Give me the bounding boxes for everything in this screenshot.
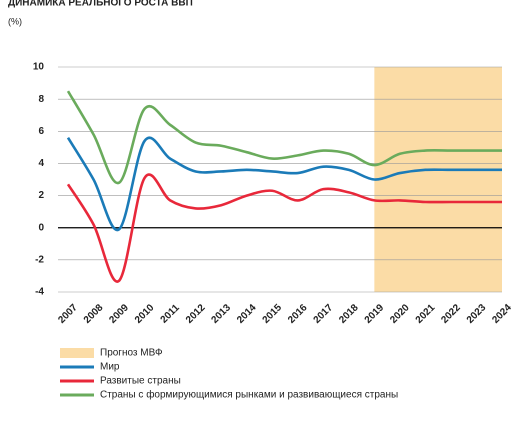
y-tick-label: -4 <box>35 287 44 298</box>
x-tick-label: 2011 <box>159 302 182 325</box>
x-tick-label: 2023 <box>465 302 489 326</box>
x-tick-label: 2008 <box>82 302 106 326</box>
x-tick-label: 2022 <box>439 302 463 326</box>
legend-label: Прогноз МВФ <box>100 348 163 359</box>
x-tick-label: 2018 <box>337 302 361 326</box>
x-tick-label: 2010 <box>133 302 157 326</box>
legend-swatch <box>60 348 94 358</box>
x-tick-label: 2019 <box>363 302 387 326</box>
x-tick-label: 2009 <box>107 302 131 326</box>
series-line <box>66 173 502 283</box>
y-tick-label: 6 <box>38 126 44 137</box>
x-tick-label: 2021 <box>414 302 438 326</box>
x-tick-label: 2012 <box>184 302 208 326</box>
y-axis-unit: (%) <box>8 16 22 26</box>
legend-label: Страны с формирующимися рынками и развив… <box>100 389 398 401</box>
y-tick-label: 8 <box>38 94 44 105</box>
x-tick-label: 2024 <box>490 302 512 326</box>
x-tick-label: 2013 <box>210 302 234 326</box>
legend-label: Развитые страны <box>100 376 181 387</box>
x-tick-label: 2014 <box>235 302 259 326</box>
y-tick-label: 4 <box>38 158 44 169</box>
legend: Прогноз МВФ Мир Развитые страны Страны с фо… <box>60 348 398 401</box>
x-tick-label: 2015 <box>261 302 285 326</box>
forecast-region <box>374 67 502 292</box>
legend-label: Мир <box>100 362 120 373</box>
x-tick-label: 2007 <box>56 302 80 326</box>
series-line <box>66 90 502 185</box>
x-tick-label: 2016 <box>286 302 310 326</box>
y-tick-label: 10 <box>33 62 45 73</box>
chart-title: ДИНАМИКА РЕАЛЬНОГО РОСТА ВВП <box>8 0 193 9</box>
series-line <box>66 136 502 232</box>
y-tick-label: 0 <box>38 222 44 233</box>
y-tick-label: 2 <box>38 190 44 201</box>
x-tick-label: 2020 <box>388 302 412 326</box>
y-tick-label: -2 <box>35 254 44 265</box>
x-tick-label: 2017 <box>312 302 336 326</box>
